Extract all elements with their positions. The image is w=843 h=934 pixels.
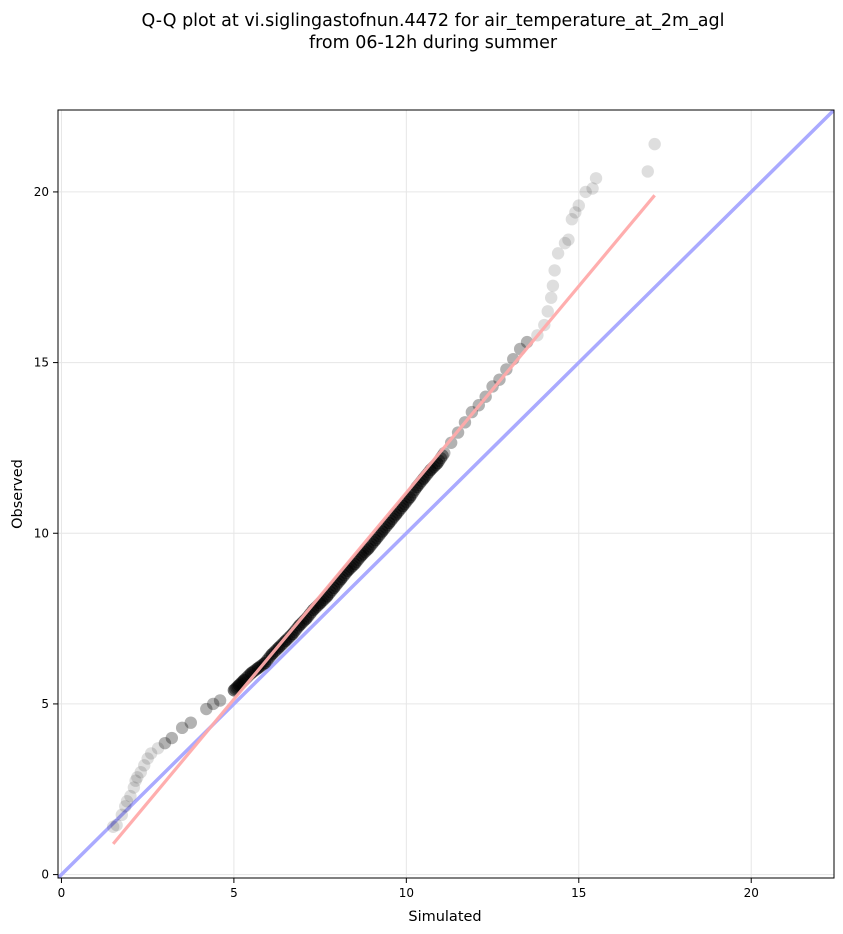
data-point xyxy=(389,508,403,521)
grid-lines xyxy=(58,110,834,878)
data-point xyxy=(115,808,129,822)
data-point xyxy=(386,512,399,525)
identity-line xyxy=(58,110,834,878)
data-points xyxy=(106,137,661,833)
y-tick-label: 20 xyxy=(34,185,49,199)
chart-title-line-1: Q-Q plot at vi.siglingastofnun.4472 for … xyxy=(142,11,725,31)
data-point xyxy=(379,521,392,534)
x-axis-label: Simulated xyxy=(408,909,481,925)
data-point xyxy=(360,544,373,557)
data-point xyxy=(200,702,213,716)
data-point xyxy=(357,547,370,560)
data-point xyxy=(131,771,144,784)
data-point xyxy=(120,795,134,808)
data-point xyxy=(124,789,137,803)
data-point xyxy=(381,518,394,532)
data-point xyxy=(579,185,592,199)
data-point xyxy=(589,172,603,185)
data-point xyxy=(372,529,385,543)
x-tick-label: 0 xyxy=(58,886,66,900)
data-point xyxy=(134,765,147,779)
data-point xyxy=(546,279,560,292)
data-point xyxy=(388,510,401,523)
data-point xyxy=(165,731,179,745)
data-point xyxy=(184,716,197,729)
data-point xyxy=(213,694,227,707)
data-point xyxy=(119,800,132,813)
data-point xyxy=(362,542,375,555)
data-point xyxy=(127,781,141,794)
data-point xyxy=(444,436,458,449)
data-point xyxy=(641,165,654,178)
x-tick-label: 15 xyxy=(571,886,586,900)
data-point xyxy=(281,632,294,646)
data-point xyxy=(551,247,565,260)
data-point xyxy=(358,545,372,559)
data-point xyxy=(565,213,579,226)
data-point xyxy=(129,774,142,787)
y-axis-label: Observed xyxy=(10,459,26,529)
plot-frame xyxy=(57,109,835,879)
data-point xyxy=(207,697,220,711)
data-point xyxy=(375,525,389,538)
data-point xyxy=(365,538,379,551)
data-point xyxy=(377,523,391,536)
data-point xyxy=(562,233,575,246)
data-point xyxy=(384,514,398,528)
data-point xyxy=(106,820,120,833)
data-point xyxy=(648,137,661,151)
fit-line xyxy=(111,194,656,845)
x-tick-label: 20 xyxy=(744,886,759,900)
data-point xyxy=(151,742,165,755)
data-point xyxy=(558,236,572,250)
chart-title-line-2: from 06-12h during summer xyxy=(309,33,558,53)
data-point xyxy=(141,752,154,765)
y-tick-label: 5 xyxy=(41,697,49,711)
data-point xyxy=(572,199,585,212)
data-point xyxy=(586,182,599,195)
y-tick-label: 10 xyxy=(34,526,49,540)
data-point xyxy=(370,531,384,545)
data-point xyxy=(374,527,387,540)
data-point xyxy=(544,291,558,304)
data-point xyxy=(382,516,396,530)
data-point xyxy=(158,736,172,750)
data-point xyxy=(144,747,158,760)
x-tick-label: 5 xyxy=(230,886,238,900)
data-point xyxy=(138,759,151,772)
x-axis-ticks: 0 5 10 15 20 xyxy=(58,878,759,900)
data-point xyxy=(367,536,380,549)
y-tick-label: 15 xyxy=(34,356,49,370)
y-tick-label: 0 xyxy=(41,868,49,882)
data-point xyxy=(110,818,123,832)
data-point xyxy=(282,631,296,644)
data-point xyxy=(248,664,261,677)
data-point xyxy=(369,533,382,547)
data-point xyxy=(175,721,189,735)
x-tick-label: 10 xyxy=(399,886,414,900)
y-axis-ticks: 0 5 10 15 20 xyxy=(34,185,58,882)
data-point xyxy=(548,264,561,277)
data-point xyxy=(541,305,554,318)
data-point xyxy=(363,540,377,553)
data-point xyxy=(500,363,513,376)
data-point xyxy=(569,206,582,219)
